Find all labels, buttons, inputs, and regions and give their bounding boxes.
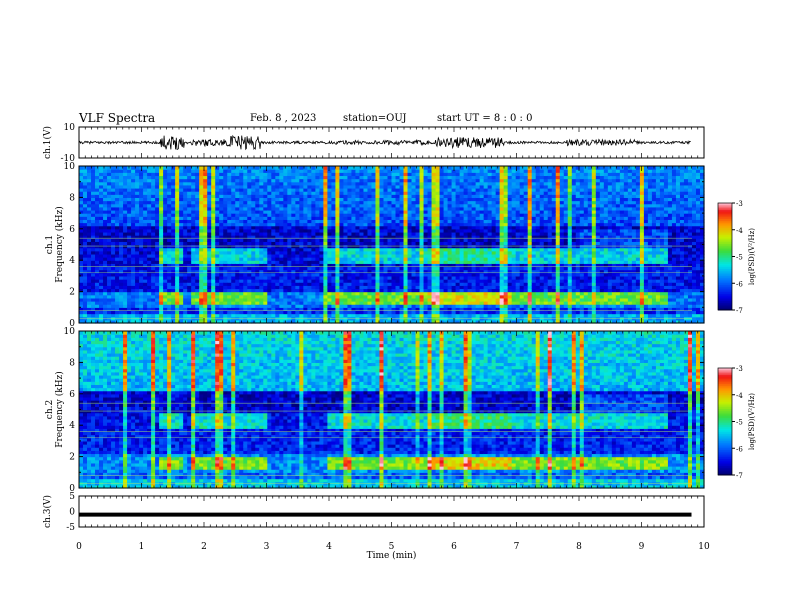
colorbar-tick-label: -3 xyxy=(736,200,743,208)
x-tick-label: 8 xyxy=(576,542,582,552)
y-tick-label: 2 xyxy=(69,288,75,298)
channel-label: ch.1 xyxy=(45,235,55,254)
colorbar-tick-label: -7 xyxy=(736,307,743,315)
x-tick-label: 4 xyxy=(326,542,332,552)
y-tick-label: 5 xyxy=(69,492,75,502)
colorbar-tick-label: -5 xyxy=(736,419,743,427)
ch2-spectrogram-panel: 0 2 4 6 8 10 ch.2 Frequency (kHz) xyxy=(45,327,705,494)
colorbar-label: log(PSD)(V²/Hz) xyxy=(748,228,756,285)
x-tick-label: 6 xyxy=(451,542,457,552)
ch1-trace xyxy=(78,134,691,151)
y-tick-label: -5 xyxy=(66,523,75,533)
time-axis: 0 1 2 3 4 5 6 7 8 9 10 Time (min) xyxy=(76,127,710,561)
x-tick-label: 10 xyxy=(698,542,710,552)
y-tick-label: 6 xyxy=(69,390,75,400)
y-axis-label: ch.3(V) xyxy=(42,495,53,528)
x-axis-label: Time (min) xyxy=(367,550,417,561)
colorbar-tick-label: -6 xyxy=(736,445,743,453)
x-tick-label: 7 xyxy=(514,542,520,552)
y-axis-label: Frequency (kHz) xyxy=(54,206,65,283)
y-tick-label: 10 xyxy=(64,162,76,172)
y-axis-label: Frequency (kHz) xyxy=(54,371,65,448)
y-tick-label: -10 xyxy=(61,154,76,164)
colorbar-tick-label: -6 xyxy=(736,280,743,288)
x-tick-label: 9 xyxy=(639,542,645,552)
ch2-colorbar: -3 -4 -5 -6 -7 log(PSD)(V²/Hz) xyxy=(717,365,756,480)
y-tick-label: 0 xyxy=(69,484,75,494)
y-tick-label: 6 xyxy=(69,225,75,235)
y-tick-label: 10 xyxy=(64,327,76,337)
ch1-colorbar: -3 -4 -5 -6 -7 log(PSD)(V²/Hz) xyxy=(717,200,756,315)
colorbar-tick-label: -4 xyxy=(736,227,743,235)
y-tick-label: 8 xyxy=(69,193,75,203)
y-tick-label: 0 xyxy=(69,319,75,329)
y-tick-label: 2 xyxy=(69,453,75,463)
date-label: Feb. 8 , 2023 xyxy=(250,113,317,124)
colorbar-tick-label: -7 xyxy=(736,472,743,480)
y-tick-label: 0 xyxy=(69,508,75,518)
y-tick-label: 4 xyxy=(69,421,75,431)
x-tick-label: 5 xyxy=(389,542,395,552)
x-tick-label: 0 xyxy=(76,542,82,552)
figure-title: VLF Spectra xyxy=(79,111,156,125)
y-tick-label: 8 xyxy=(69,358,75,368)
colorbar-tick-label: -3 xyxy=(736,365,743,373)
x-tick-label: 3 xyxy=(264,542,270,552)
y-tick-label: 4 xyxy=(69,256,75,266)
ch1-spectrogram-panel: 0 2 4 6 8 10 ch.1 Frequency (kHz) xyxy=(45,162,705,329)
colorbar-tick-label: -4 xyxy=(736,392,743,400)
y-tick-label: 10 xyxy=(64,123,76,133)
colorbar-tick-label: -5 xyxy=(736,254,743,262)
x-tick-label: 1 xyxy=(139,542,145,552)
x-tick-label: 2 xyxy=(201,542,207,552)
channel-label: ch.2 xyxy=(45,400,55,419)
y-axis-label: ch.1(V) xyxy=(42,126,53,159)
station-label: station=OUJ xyxy=(343,113,407,124)
colorbar-label: log(PSD)(V²/Hz) xyxy=(748,393,756,450)
start-time-label: start UT = 8 : 0 : 0 xyxy=(437,113,533,124)
